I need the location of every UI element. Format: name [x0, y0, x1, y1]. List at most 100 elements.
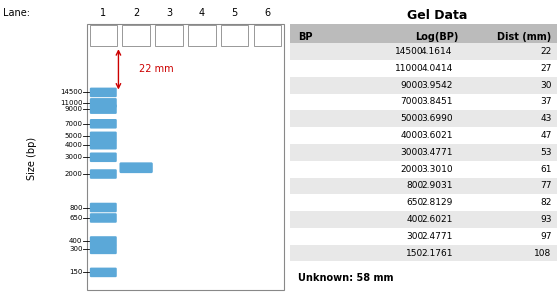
Bar	[123, 25, 150, 46]
Text: 800: 800	[406, 181, 423, 190]
FancyBboxPatch shape	[90, 169, 117, 179]
Text: 800: 800	[69, 205, 82, 210]
Text: 4: 4	[199, 8, 205, 19]
FancyBboxPatch shape	[90, 236, 117, 246]
Text: 4.1614: 4.1614	[421, 47, 452, 56]
FancyBboxPatch shape	[90, 98, 117, 108]
Bar	[290, 245, 557, 261]
Text: 14500: 14500	[395, 47, 423, 56]
Text: 97: 97	[540, 232, 551, 241]
Text: 2.6021: 2.6021	[421, 215, 452, 224]
Text: 3.6021: 3.6021	[421, 131, 452, 140]
Text: 400: 400	[69, 238, 82, 244]
Text: 9000: 9000	[400, 81, 423, 90]
Text: 3: 3	[166, 8, 172, 19]
Text: 2.9031: 2.9031	[421, 181, 452, 190]
Text: 22 mm: 22 mm	[139, 64, 173, 74]
Text: 93: 93	[540, 215, 551, 224]
FancyBboxPatch shape	[90, 203, 117, 212]
Text: Unknown: 58 mm: Unknown: 58 mm	[297, 273, 393, 283]
Text: 7000: 7000	[65, 121, 82, 127]
Text: 3000: 3000	[400, 148, 423, 157]
FancyBboxPatch shape	[90, 152, 117, 162]
Bar	[253, 25, 281, 46]
Text: 300: 300	[69, 246, 82, 252]
Bar	[155, 25, 183, 46]
Text: 3.6990: 3.6990	[421, 114, 452, 123]
Bar	[290, 161, 557, 178]
Text: Log(BP): Log(BP)	[415, 32, 458, 42]
Text: Size (bp): Size (bp)	[27, 137, 37, 180]
Bar	[290, 228, 557, 245]
FancyBboxPatch shape	[90, 132, 117, 141]
Text: 22: 22	[540, 47, 551, 56]
Bar	[87, 24, 284, 290]
Text: BP: BP	[297, 32, 312, 42]
Text: 53: 53	[540, 148, 551, 157]
FancyBboxPatch shape	[90, 268, 117, 277]
Text: 4000: 4000	[400, 131, 423, 140]
FancyBboxPatch shape	[119, 162, 153, 173]
Text: 400: 400	[406, 215, 423, 224]
Text: 300: 300	[406, 232, 423, 241]
Bar	[290, 94, 557, 110]
Bar	[290, 60, 557, 77]
Text: 61: 61	[540, 165, 551, 174]
Bar	[90, 25, 117, 46]
Text: Dist (mm): Dist (mm)	[497, 32, 551, 42]
Text: 2.4771: 2.4771	[421, 232, 452, 241]
Text: 650: 650	[406, 198, 423, 207]
Text: 2.1761: 2.1761	[421, 248, 452, 257]
FancyBboxPatch shape	[90, 88, 117, 97]
Text: 3000: 3000	[65, 154, 82, 160]
Text: 108: 108	[534, 248, 551, 257]
Text: 4000: 4000	[65, 142, 82, 148]
FancyBboxPatch shape	[90, 245, 117, 254]
Text: 6: 6	[265, 8, 271, 19]
Text: 1: 1	[100, 8, 106, 19]
Text: 150: 150	[69, 269, 82, 275]
Text: 3.8451: 3.8451	[421, 97, 452, 106]
FancyBboxPatch shape	[90, 104, 117, 114]
Bar	[290, 77, 557, 94]
FancyBboxPatch shape	[90, 119, 117, 129]
Text: 7000: 7000	[400, 97, 423, 106]
Text: 2: 2	[133, 8, 139, 19]
Text: 4.0414: 4.0414	[421, 64, 452, 73]
Bar	[290, 110, 557, 127]
Text: 3.9542: 3.9542	[421, 81, 452, 90]
Bar	[290, 24, 557, 43]
Bar	[290, 194, 557, 211]
Bar	[290, 144, 557, 161]
Bar	[290, 127, 557, 144]
Text: 43: 43	[540, 114, 551, 123]
Bar	[290, 43, 557, 60]
Bar	[290, 178, 557, 194]
Text: 5000: 5000	[65, 133, 82, 139]
Text: 650: 650	[69, 215, 82, 221]
Text: 11000: 11000	[60, 100, 82, 106]
Text: Gel Data: Gel Data	[407, 9, 467, 22]
Bar	[188, 25, 216, 46]
Text: 82: 82	[540, 198, 551, 207]
Text: 47: 47	[540, 131, 551, 140]
Text: 150: 150	[406, 248, 423, 257]
Text: 3.4771: 3.4771	[421, 148, 452, 157]
FancyBboxPatch shape	[90, 140, 117, 150]
Bar	[221, 25, 248, 46]
Text: 5000: 5000	[400, 114, 423, 123]
Text: 27: 27	[540, 64, 551, 73]
Text: 14500: 14500	[60, 89, 82, 95]
Text: Lane:: Lane:	[3, 8, 30, 19]
Text: 2000: 2000	[65, 171, 82, 177]
FancyBboxPatch shape	[90, 213, 117, 223]
Text: 3.3010: 3.3010	[421, 165, 452, 174]
Text: 30: 30	[540, 81, 551, 90]
Text: 37: 37	[540, 97, 551, 106]
Text: 11000: 11000	[394, 64, 423, 73]
Bar	[290, 211, 557, 228]
Text: 9000: 9000	[65, 106, 82, 112]
Text: 2.8129: 2.8129	[421, 198, 452, 207]
Text: 2000: 2000	[400, 165, 423, 174]
Text: 77: 77	[540, 181, 551, 190]
